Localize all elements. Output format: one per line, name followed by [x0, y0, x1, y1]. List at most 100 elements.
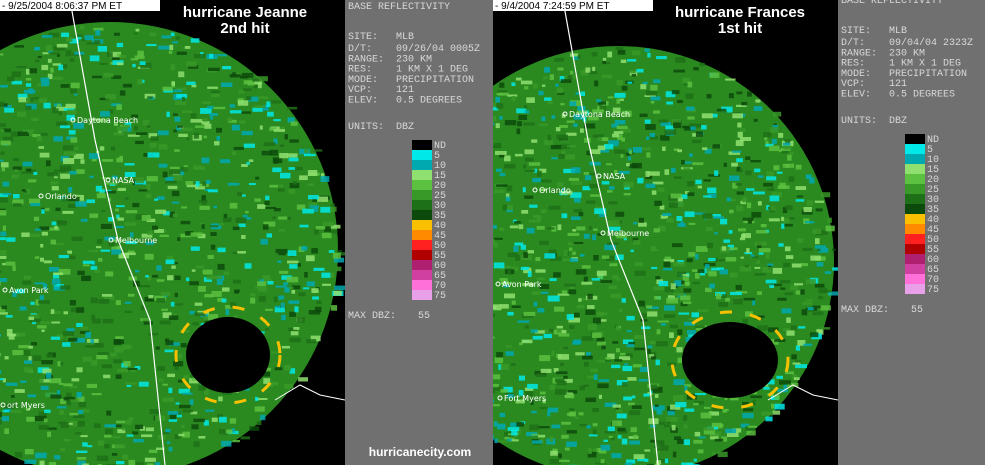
radar-echo: [634, 347, 646, 351]
radar-echo: [673, 148, 679, 151]
radar-echo: [239, 120, 246, 124]
radar-echo: [615, 46, 624, 50]
radar-echo: [568, 317, 580, 323]
radar-echo: [116, 126, 128, 132]
radar-echo: [740, 423, 750, 426]
radar-echo: [781, 308, 792, 314]
radar-echo: [754, 266, 761, 269]
radar-echo: [260, 331, 265, 334]
radar-echo: [555, 378, 565, 383]
radar-echo: [626, 330, 632, 333]
radar-echo: [518, 375, 525, 381]
radar-echo: [95, 29, 101, 36]
radar-echo: [493, 397, 494, 403]
info-value: 09/04/04 2323Z: [889, 37, 973, 49]
radar-echo: [158, 144, 168, 150]
radar-echo: [78, 410, 84, 414]
radar-echo: [674, 436, 682, 441]
radar-echo: [48, 52, 60, 55]
radar-echo: [703, 195, 712, 198]
radar-echo: [278, 229, 285, 232]
radar-echo: [273, 296, 278, 303]
radar-echo: [26, 68, 30, 75]
radar-echo: [169, 414, 177, 420]
radar-echo: [302, 208, 314, 214]
radar-echo: [148, 133, 158, 138]
radar-echo: [576, 304, 585, 309]
radar-echo: [701, 113, 713, 119]
radar-echo: [761, 411, 773, 416]
radar-echo: [176, 411, 182, 415]
radar-echo: [649, 354, 654, 358]
radar-echo: [52, 63, 61, 66]
radar-echo: [621, 110, 632, 117]
radar-echo: [676, 216, 683, 221]
radar-echo: [746, 430, 756, 436]
radar-echo: [40, 257, 44, 262]
radar-echo: [42, 52, 52, 55]
radar-echo: [583, 233, 590, 239]
radar-echo: [287, 260, 299, 264]
radar-echo: [634, 334, 644, 339]
radar-echo: [258, 96, 268, 99]
radar-echo: [256, 398, 268, 400]
radar-echo: [60, 173, 70, 179]
radar-echo: [124, 197, 129, 200]
radar-echo: [581, 336, 594, 341]
radar-echo: [54, 169, 66, 173]
radar-echo: [75, 194, 84, 201]
radar-echo: [514, 153, 523, 157]
radar-echo: [589, 161, 601, 166]
radar-echo: [156, 298, 166, 303]
radar-echo: [89, 175, 94, 178]
radar-echo: [66, 334, 73, 339]
radar-echo: [702, 147, 708, 151]
radar-echo: [625, 462, 633, 465]
radar-echo: [162, 86, 173, 91]
radar-echo: [8, 333, 15, 340]
radar-echo: [742, 233, 751, 239]
radar-echo: [754, 273, 766, 276]
radar-echo: [11, 71, 21, 78]
radar-echo: [750, 254, 755, 257]
coastline: [274, 384, 345, 401]
radar-echo: [817, 248, 821, 252]
info-key: RES:: [841, 59, 865, 70]
radar-echo: [50, 311, 61, 314]
radar-echo: [563, 168, 576, 174]
radar-echo: [686, 462, 694, 465]
radar-echo: [211, 417, 218, 422]
radar-echo: [127, 250, 135, 253]
radar-echo: [152, 274, 159, 278]
radar-echo: [111, 103, 122, 107]
radar-echo: [246, 96, 252, 101]
radar-echo: [543, 333, 552, 339]
radar-echo: [569, 287, 575, 290]
radar-echo: [296, 317, 305, 323]
radar-echo: [660, 122, 671, 127]
radar-echo: [36, 132, 48, 136]
radar-echo: [26, 408, 30, 411]
radar-echo: [521, 339, 533, 344]
radar-echo: [266, 101, 271, 107]
radar-echo: [278, 295, 285, 300]
radar-echo: [747, 91, 752, 97]
radar-echo: [100, 223, 113, 229]
radar-echo: [35, 299, 40, 306]
radar-echo: [523, 252, 528, 258]
radar-echo: [69, 399, 80, 402]
radar-echo: [742, 413, 754, 419]
radar-echo: [166, 111, 170, 118]
legend-label: 60: [434, 261, 446, 272]
radar-echo: [167, 411, 179, 415]
radar-echo: [139, 284, 151, 288]
radar-echo: [287, 250, 297, 256]
radar-echo: [53, 273, 60, 279]
radar-echo: [587, 293, 593, 300]
radar-echo: [599, 213, 607, 218]
radar-echo: [544, 139, 554, 145]
radar-echo: [166, 441, 171, 444]
radar-echo: [26, 416, 35, 422]
radar-echo: [51, 221, 57, 226]
radar-echo: [192, 322, 199, 326]
